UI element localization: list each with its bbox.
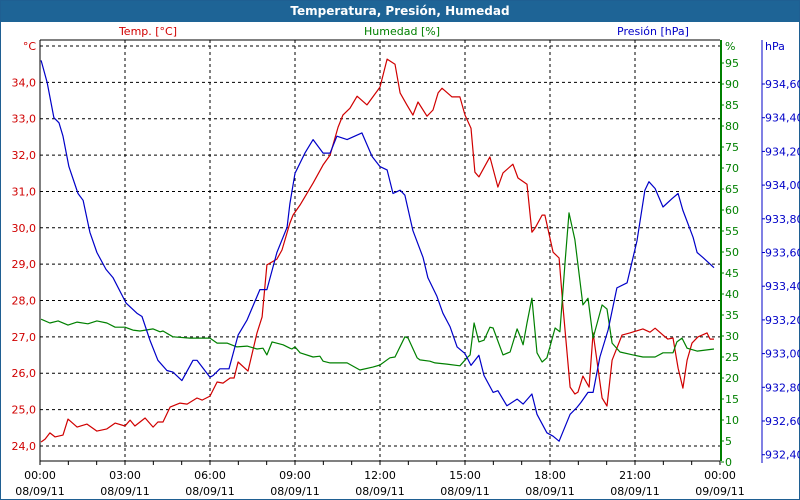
pressure-tick-label: 933,80 (765, 213, 800, 226)
legend-humidity: Humedad [%] (364, 25, 440, 38)
humidity-series-line (40, 212, 715, 371)
humidity-tick-label: 0 (725, 456, 732, 469)
x-tick-label-time: 03:00 (109, 469, 141, 482)
temp-tick-label: 34,0 (12, 76, 37, 89)
humidity-tick-label: 25 (725, 351, 739, 364)
temp-tick-label: 33,0 (12, 113, 37, 126)
x-tick-label-date: 08/09/11 (185, 485, 234, 498)
humidity-tick-label: 45 (725, 267, 739, 280)
temp-tick-label: 32,0 (12, 149, 37, 162)
window-title: Temperatura, Presión, Humedad (1, 1, 799, 22)
pressure-tick-label: 933,20 (765, 314, 800, 327)
temp-tick-label: 26,0 (12, 367, 37, 380)
x-tick-label-date: 08/09/11 (525, 485, 574, 498)
x-tick-label-date: 08/09/11 (355, 485, 404, 498)
pressure-tick-label: 934,60 (765, 78, 800, 91)
humidity-tick-label: 35 (725, 309, 739, 322)
humidity-unit-label: % (725, 40, 735, 53)
humidity-tick-label: 50 (725, 246, 739, 259)
humidity-tick-label: 70 (725, 162, 739, 175)
humidity-tick-label: 80 (725, 120, 739, 133)
legend-pressure: Presión [hPa] (617, 25, 689, 38)
humidity-tick-label: 20 (725, 372, 739, 385)
temp-series-line (40, 58, 714, 443)
x-tick-label-date: 09/09/11 (695, 485, 744, 498)
x-tick-label-time: 06:00 (194, 469, 226, 482)
x-tick-label-date: 08/09/11 (610, 485, 659, 498)
temp-tick-label: 24,0 (12, 440, 37, 453)
x-tick-label-date: 08/09/11 (100, 485, 149, 498)
humidity-tick-label: 15 (725, 393, 739, 406)
temp-tick-label: 27,0 (12, 331, 37, 344)
humidity-tick-label: 10 (725, 414, 739, 427)
pressure-tick-label: 933,60 (765, 247, 800, 260)
pressure-tick-label: 932,80 (765, 381, 800, 394)
pressure-tick-label: 933,40 (765, 280, 800, 293)
x-tick-label-date: 08/09/11 (15, 485, 64, 498)
legend-temp: Temp. [°C] (118, 25, 177, 38)
humidity-tick-label: 40 (725, 288, 739, 301)
x-tick-label-time: 00:00 (24, 469, 56, 482)
x-tick-label-date: 08/09/11 (440, 485, 489, 498)
temp-unit-label: °C (23, 40, 37, 53)
x-tick-label-time: 12:00 (364, 469, 396, 482)
humidity-tick-label: 85 (725, 99, 739, 112)
x-tick-label-time: 21:00 (619, 469, 651, 482)
humidity-tick-label: 65 (725, 183, 739, 196)
temp-tick-label: 25,0 (12, 404, 37, 417)
pressure-unit-label: hPa (765, 40, 785, 53)
pressure-tick-label: 934,40 (765, 112, 800, 125)
temp-tick-label: 28,0 (12, 295, 37, 308)
temp-tick-label: 30,0 (12, 222, 37, 235)
humidity-tick-label: 60 (725, 204, 739, 217)
x-tick-label-time: 15:00 (449, 469, 481, 482)
humidity-tick-label: 55 (725, 225, 739, 238)
humidity-tick-label: 5 (725, 435, 732, 448)
x-tick-label-time: 09:00 (279, 469, 311, 482)
pressure-tick-label: 932,60 (765, 415, 800, 428)
temp-tick-label: 31,0 (12, 185, 37, 198)
humidity-tick-label: 75 (725, 141, 739, 154)
x-tick-label-time: 00:00 (704, 469, 736, 482)
humidity-tick-label: 95 (725, 57, 739, 70)
pressure-series-line (40, 60, 715, 442)
humidity-tick-label: 90 (725, 78, 739, 91)
pressure-tick-label: 934,00 (765, 179, 800, 192)
x-tick-label-date: 08/09/11 (270, 485, 319, 498)
pressure-tick-label: 934,20 (765, 145, 800, 158)
x-tick-label-time: 18:00 (534, 469, 566, 482)
temp-tick-label: 29,0 (12, 258, 37, 271)
humidity-tick-label: 30 (725, 330, 739, 343)
pressure-tick-label: 933,00 (765, 348, 800, 361)
pressure-tick-label: 932,40 (765, 449, 800, 462)
